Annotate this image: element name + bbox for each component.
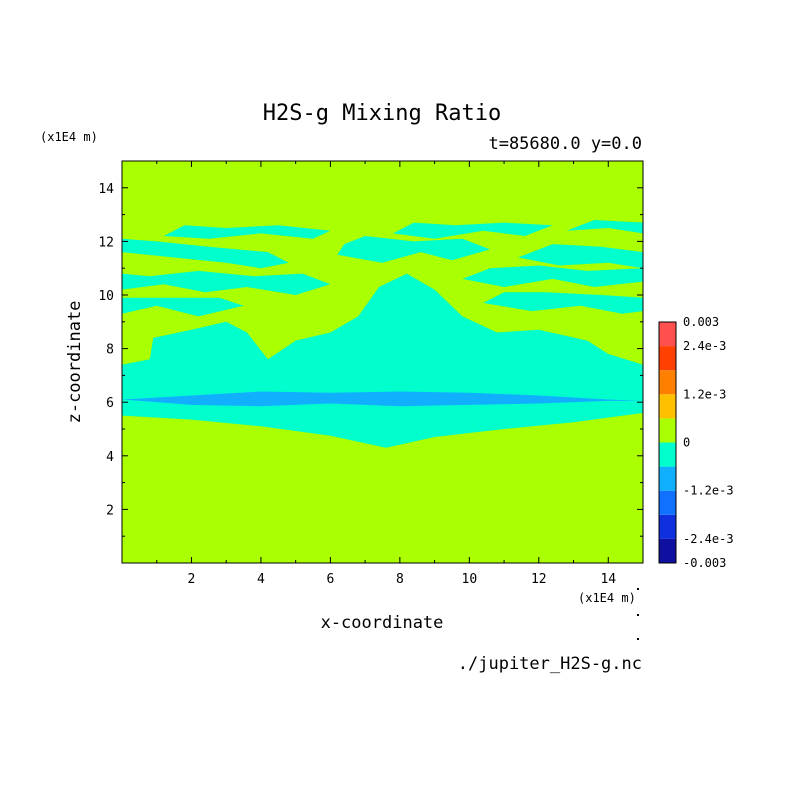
colorbar-label: -0.003 bbox=[683, 556, 726, 570]
x-unit-label: (x1E4 m) bbox=[578, 591, 636, 605]
chart-title: H2S-g Mixing Ratio bbox=[263, 101, 501, 126]
y-tick-label: 8 bbox=[106, 343, 114, 358]
negative-streak-9 bbox=[462, 265, 643, 287]
y-tick-label: 4 bbox=[106, 450, 114, 465]
negative-streak-1 bbox=[122, 238, 289, 269]
y-tick-label: 14 bbox=[98, 182, 114, 197]
y-axis: 2 4 6 8 10 12 14 bbox=[98, 182, 643, 537]
colorbar-swatch bbox=[659, 538, 676, 563]
x-tick-label: 2 bbox=[188, 572, 196, 587]
negative-streak-4 bbox=[392, 222, 553, 239]
y-tick-label: 10 bbox=[98, 289, 114, 304]
x-tick-label: 12 bbox=[531, 572, 547, 587]
y-axis-label: z-coordinate bbox=[65, 301, 85, 424]
source-file-label: ./jupiter_H2S-g.nc bbox=[458, 654, 642, 674]
negative-streak-6 bbox=[566, 220, 643, 234]
negative-streak-8 bbox=[122, 297, 244, 317]
x-tick-label: 8 bbox=[396, 572, 404, 587]
negative-streak-2 bbox=[163, 225, 331, 239]
colorbar-swatch bbox=[659, 370, 676, 395]
colorbar: 0.003 2.4e-3 1.2e-3 0 -1.2e-3 -2.4e-3 -0.003 bbox=[658, 315, 734, 570]
negative-streak-10 bbox=[483, 292, 643, 314]
strong-negative-band bbox=[122, 391, 643, 407]
colorbar-label: 2.4e-3 bbox=[683, 339, 726, 353]
negative-streak-3 bbox=[337, 236, 491, 263]
x-tick-label: 6 bbox=[326, 572, 334, 587]
x-axis-label: x-coordinate bbox=[321, 613, 444, 633]
x-tick-label: 14 bbox=[600, 572, 616, 587]
corner-markers bbox=[637, 588, 639, 640]
negative-streak-7 bbox=[122, 270, 331, 295]
x-tick-label: 4 bbox=[257, 572, 265, 587]
negative-streak-5 bbox=[518, 244, 643, 269]
colorbar-swatch bbox=[659, 322, 676, 347]
colorbar-label: 1.2e-3 bbox=[683, 387, 726, 401]
colorbar-swatch bbox=[659, 466, 676, 491]
colorbar-swatch bbox=[659, 394, 676, 419]
colorbar-swatch bbox=[659, 442, 676, 467]
y-unit-label: (x1E4 m) bbox=[40, 130, 98, 144]
colorbar-swatch bbox=[659, 418, 676, 443]
colorbar-swatch bbox=[659, 490, 676, 515]
y-tick-label: 6 bbox=[106, 396, 114, 411]
x-tick-label: 10 bbox=[462, 572, 478, 587]
colorbar-label: -2.4e-3 bbox=[683, 532, 734, 546]
x-axis: 2 4 6 8 10 12 14 bbox=[156, 161, 616, 587]
contour-field bbox=[122, 161, 643, 563]
y-tick-label: 12 bbox=[98, 235, 114, 250]
colorbar-swatch bbox=[659, 346, 676, 371]
plot-frame bbox=[121, 160, 644, 564]
y-tick-label: 2 bbox=[106, 503, 114, 518]
colorbar-label: 0 bbox=[683, 436, 690, 450]
colorbar-swatch bbox=[659, 514, 676, 539]
colorbar-label: 0.003 bbox=[683, 315, 719, 329]
colorbar-frame bbox=[658, 321, 677, 564]
chart-subtitle: t=85680.0 y=0.0 bbox=[488, 134, 642, 154]
colorbar-label: -1.2e-3 bbox=[683, 484, 734, 498]
